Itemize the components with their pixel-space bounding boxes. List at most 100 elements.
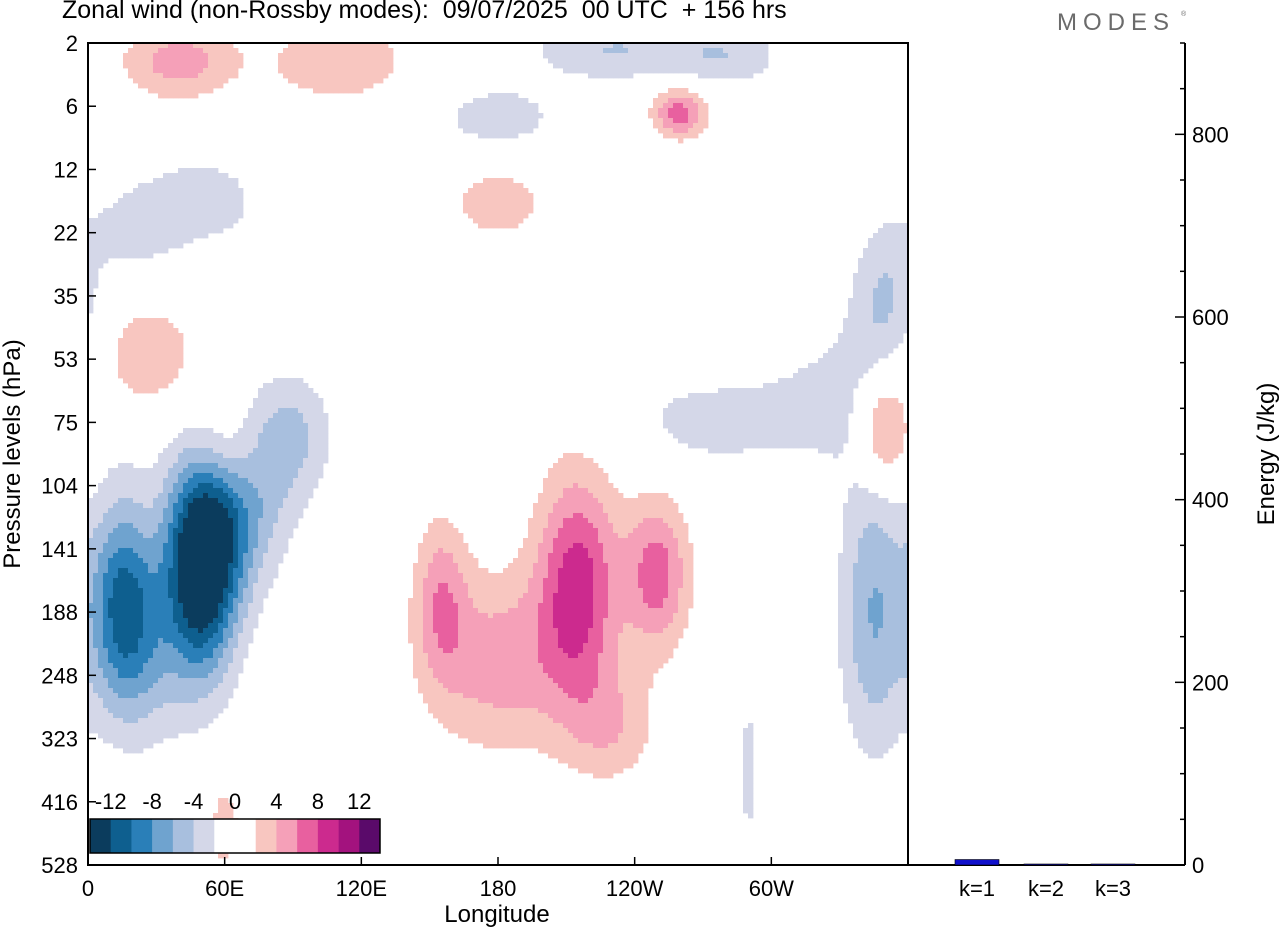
- heatmap-cell: [203, 478, 209, 484]
- heatmap-cell: [648, 558, 654, 564]
- heatmap-cell: [818, 403, 824, 409]
- heatmap-cell: [858, 338, 864, 344]
- heatmap-cell: [733, 433, 739, 439]
- heatmap-cell: [213, 583, 219, 589]
- heatmap-cell: [313, 43, 319, 49]
- heatmap-cell: [448, 543, 454, 549]
- heatmap-cell: [108, 243, 114, 249]
- heatmap-cell: [138, 523, 144, 529]
- heatmap-cell: [303, 48, 309, 54]
- heatmap-cell: [248, 453, 254, 459]
- heatmap-cell: [643, 53, 649, 59]
- heatmap-cell: [883, 548, 889, 554]
- heatmap-cell: [858, 543, 864, 549]
- heatmap-cell: [863, 278, 869, 284]
- heatmap-cell: [263, 523, 269, 529]
- heatmap-cell: [173, 328, 179, 334]
- heatmap-cell: [113, 488, 119, 494]
- heatmap-cell: [763, 48, 769, 54]
- heatmap-cell: [658, 503, 664, 509]
- heatmap-cell: [213, 223, 219, 229]
- heatmap-cell: [883, 238, 889, 244]
- heatmap-cell: [498, 128, 504, 134]
- heatmap-cell: [863, 573, 869, 579]
- heatmap-cell: [888, 533, 894, 539]
- heatmap-cell: [203, 78, 209, 84]
- heatmap-cell: [678, 403, 684, 409]
- heatmap-cell: [123, 548, 129, 554]
- heatmap-cell: [108, 543, 114, 549]
- heatmap-cell: [173, 58, 179, 64]
- heatmap-cell: [518, 118, 524, 124]
- heatmap-cell: [873, 293, 879, 299]
- heatmap-cell: [163, 528, 169, 534]
- heatmap-cell: [208, 58, 214, 64]
- heatmap-cell: [898, 518, 904, 524]
- heatmap-cell: [673, 398, 679, 404]
- heatmap-cell: [238, 523, 244, 529]
- heatmap-cell: [838, 333, 844, 339]
- heatmap-cell: [313, 88, 319, 94]
- heatmap-cell: [338, 53, 344, 59]
- heatmap-cell: [183, 468, 189, 474]
- heatmap-cell: [223, 448, 229, 454]
- heatmap-cell: [153, 43, 159, 49]
- heatmap-cell: [168, 173, 174, 179]
- heatmap-cell: [623, 513, 629, 519]
- heatmap-cell: [173, 218, 179, 224]
- heatmap-cell: [173, 503, 179, 509]
- heatmap-cell: [418, 568, 424, 574]
- heatmap-cell: [188, 193, 194, 199]
- heatmap-cell: [628, 553, 634, 559]
- heatmap-cell: [118, 578, 124, 584]
- heatmap-cell: [688, 408, 694, 414]
- heatmap-cell: [208, 53, 214, 59]
- heatmap-cell: [108, 553, 114, 559]
- heatmap-cell: [573, 558, 579, 564]
- heatmap-cell: [88, 263, 94, 269]
- heatmap-cell: [683, 128, 689, 134]
- heatmap-cell: [628, 498, 634, 504]
- heatmap-cell: [653, 103, 659, 109]
- heatmap-cell: [583, 583, 589, 589]
- heatmap-cell: [203, 448, 209, 454]
- heatmap-cell: [843, 353, 849, 359]
- heatmap-cell: [843, 388, 849, 394]
- heatmap-cell: [648, 498, 654, 504]
- heatmap-cell: [88, 503, 94, 509]
- heatmap-cell: [518, 113, 524, 119]
- heatmap-cell: [288, 383, 294, 389]
- heatmap-cell: [148, 333, 154, 339]
- heatmap-cell: [238, 518, 244, 524]
- heatmap-cell: [193, 443, 199, 449]
- heatmap-cell: [153, 218, 159, 224]
- heatmap-cell: [213, 463, 219, 469]
- heatmap-cell: [893, 578, 899, 584]
- heatmap-cell: [228, 198, 234, 204]
- heatmap-cell: [848, 328, 854, 334]
- heatmap-cell: [293, 508, 299, 514]
- heatmap-cell: [488, 188, 494, 194]
- heatmap-cell: [573, 453, 579, 459]
- heatmap-cell: [713, 73, 719, 79]
- heatmap-cell: [663, 63, 669, 69]
- heatmap-cell: [263, 538, 269, 544]
- heatmap-cell: [168, 348, 174, 354]
- heatmap-cell: [118, 208, 124, 214]
- heatmap-cell: [773, 423, 779, 429]
- heatmap-cell: [163, 483, 169, 489]
- heatmap-cell: [288, 448, 294, 454]
- heatmap-cell: [208, 83, 214, 89]
- heatmap-cell: [238, 438, 244, 444]
- heatmap-cell: [793, 408, 799, 414]
- heatmap-cell: [533, 528, 539, 534]
- heatmap-cell: [133, 333, 139, 339]
- heatmap-cell: [193, 583, 199, 589]
- heatmap-cell: [183, 43, 189, 49]
- heatmap-cell: [893, 313, 899, 319]
- heatmap-cell: [853, 523, 859, 529]
- heatmap-cell: [488, 573, 494, 579]
- heatmap-cell: [128, 253, 134, 259]
- heatmap-cell: [698, 418, 704, 424]
- heatmap-cell: [148, 513, 154, 519]
